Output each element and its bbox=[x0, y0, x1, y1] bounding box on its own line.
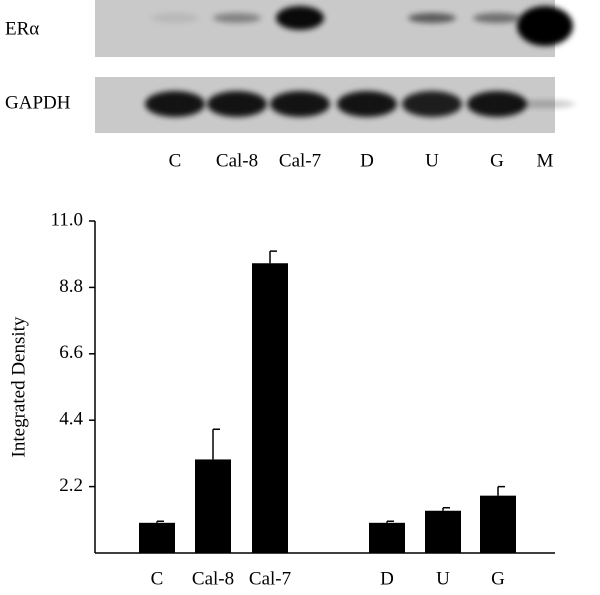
bar bbox=[369, 522, 405, 553]
bar bbox=[480, 495, 516, 553]
lane-label: G bbox=[490, 150, 504, 171]
bar bbox=[139, 522, 175, 553]
x-tick-label: Cal-8 bbox=[192, 568, 234, 589]
error-bar bbox=[269, 250, 277, 264]
band bbox=[145, 91, 205, 117]
x-tick-label: U bbox=[436, 568, 450, 589]
bar bbox=[425, 510, 461, 553]
y-tick-label: 6.6 bbox=[59, 342, 83, 363]
band bbox=[473, 13, 521, 23]
lane-label: U bbox=[425, 150, 439, 171]
band bbox=[337, 91, 397, 117]
lane-label: M bbox=[537, 150, 554, 171]
y-axis-label: Integrated Density bbox=[8, 316, 29, 457]
error-bar bbox=[156, 520, 164, 523]
error-bar bbox=[386, 520, 394, 523]
bands bbox=[145, 6, 575, 117]
x-tick-label: D bbox=[380, 568, 394, 589]
band bbox=[517, 6, 573, 46]
x-tick-label: Cal-7 bbox=[249, 568, 291, 589]
x-tick-label: G bbox=[491, 568, 505, 589]
row-label: GAPDH bbox=[5, 92, 71, 113]
error-bar bbox=[497, 485, 505, 496]
band bbox=[270, 91, 330, 117]
lane-label: D bbox=[360, 150, 374, 171]
y-tick-label: 8.8 bbox=[59, 276, 83, 297]
band bbox=[151, 13, 199, 23]
row-label: ERα bbox=[5, 18, 39, 39]
band bbox=[207, 91, 267, 117]
lane-label: C bbox=[169, 150, 182, 171]
lane-label: Cal-8 bbox=[216, 150, 258, 171]
lane-label: Cal-7 bbox=[279, 150, 321, 171]
bar bbox=[195, 459, 231, 553]
error-bar bbox=[442, 506, 450, 511]
bar bbox=[252, 263, 288, 553]
band bbox=[213, 13, 261, 23]
error-bar bbox=[212, 428, 220, 460]
blot-panel bbox=[95, 0, 555, 57]
band bbox=[515, 100, 575, 108]
band bbox=[402, 91, 462, 117]
y-tick-label: 2.2 bbox=[59, 475, 83, 496]
y-tick-label: 4.4 bbox=[59, 409, 83, 430]
y-tick-label: 11.0 bbox=[50, 209, 83, 230]
x-tick-label: C bbox=[151, 568, 164, 589]
band bbox=[276, 6, 324, 30]
band bbox=[408, 13, 456, 23]
band bbox=[467, 91, 527, 117]
